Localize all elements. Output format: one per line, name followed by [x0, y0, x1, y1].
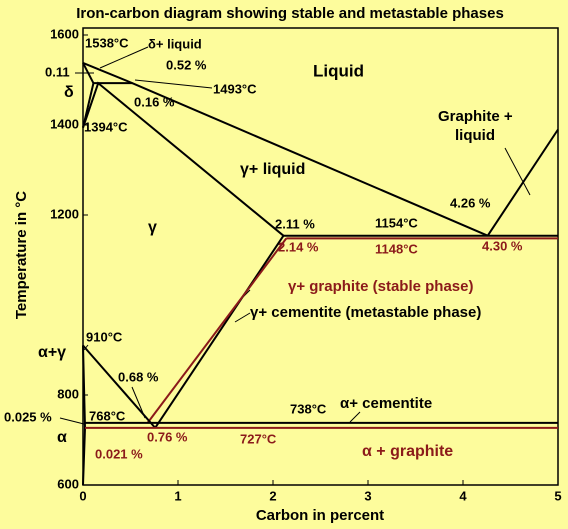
x-tick-label: 3: [364, 488, 371, 503]
annotation: 0.021 %: [95, 446, 143, 461]
annotation: 2.11 %: [275, 216, 315, 231]
y-tick-label: 600: [57, 476, 79, 491]
x-axis-label: Carbon in percent: [256, 507, 384, 524]
annotation: 0.025 %: [4, 409, 52, 424]
y-tick-label: 800: [57, 386, 79, 401]
annotation: γ+ liquid: [240, 161, 305, 178]
pointer: [59, 417, 85, 425]
annotation: 1154°C: [375, 215, 418, 230]
annotation: Graphite +: [438, 108, 513, 125]
annotation: α+ cementite: [340, 395, 432, 412]
annotation: δ+ liquid: [148, 36, 202, 51]
annotation: γ: [148, 219, 157, 236]
annotation: 910°C: [86, 329, 123, 344]
annotation: 738°C: [290, 401, 327, 416]
y-axis-label: Temperature in °C: [13, 191, 30, 319]
annotation: 4.26 %: [450, 195, 491, 210]
annotation: 727°C: [240, 431, 277, 446]
annotation: γ+ graphite (stable phase): [288, 278, 473, 295]
annotation: 2.14 %: [278, 239, 319, 254]
annotation: 0.52 %: [166, 57, 207, 72]
annotation: 0.68 %: [118, 369, 159, 384]
x-tick-label: 2: [269, 488, 276, 503]
annotation: 1394°C: [84, 119, 128, 134]
annotations: 1538°C δ+ liquid 0.11 0.52 % δ 1493°C 0.…: [4, 35, 523, 461]
annotation: α+γ: [38, 344, 66, 361]
phase-boundary: [82, 81, 285, 237]
pointer: [234, 312, 251, 323]
pointer: [349, 411, 361, 423]
pointer: [99, 46, 149, 69]
phase-boundary: [146, 237, 288, 424]
annotation: δ: [64, 84, 74, 101]
annotation: 0.16 %: [134, 94, 175, 109]
plot-frame: [82, 27, 559, 486]
annotation: liquid: [455, 127, 495, 144]
annotation: 1493°C: [213, 81, 257, 96]
annotation: 0.11: [45, 64, 70, 79]
y-tick-label: 1200: [50, 206, 79, 221]
phase-boundary: [154, 235, 285, 429]
x-tick-label: 4: [459, 488, 467, 503]
annotation: 768°C: [89, 408, 126, 423]
annotation: γ+ cementite (metastable phase): [250, 304, 481, 321]
pointer: [134, 79, 213, 89]
annotation: 0.76 %: [147, 429, 188, 444]
y-tick-label: 1600: [50, 26, 79, 41]
chart-title: Iron-carbon diagram showing stable and m…: [76, 5, 504, 22]
pointer: [504, 147, 531, 196]
annotation: 1538°C: [85, 35, 129, 50]
annotation: α + graphite: [362, 443, 453, 460]
y-tick-label: 1400: [50, 116, 79, 131]
annotation: 4.30 %: [482, 238, 523, 253]
x-tick-label: 5: [554, 488, 561, 503]
phase-boundary: [82, 344, 156, 429]
annotation: α: [57, 429, 67, 446]
phase-boundary: [486, 128, 559, 237]
x-tick-label: 1: [174, 488, 181, 503]
annotation: 1148°C: [375, 241, 418, 256]
x-tick-label: 0: [79, 488, 86, 503]
annotation: Liquid: [313, 61, 364, 80]
